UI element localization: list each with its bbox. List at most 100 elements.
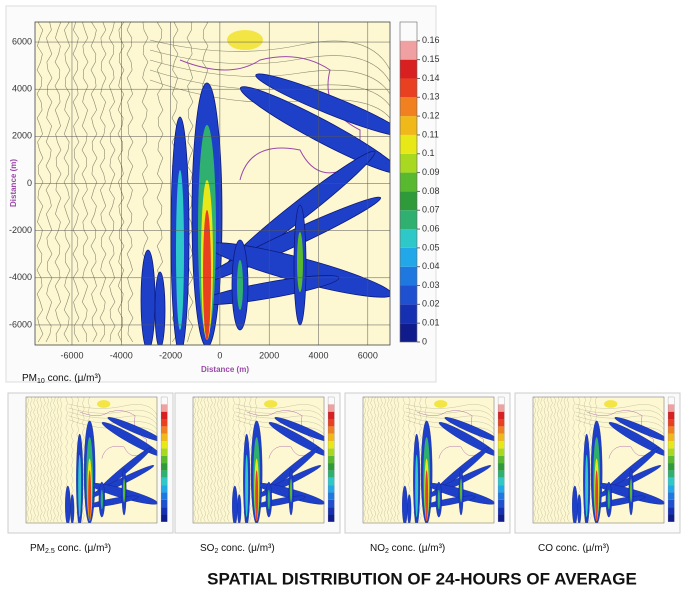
y-tick-label: 2000 xyxy=(12,131,32,141)
colorbar-band xyxy=(400,153,417,173)
plot-frame xyxy=(34,21,391,346)
caption-species: PM xyxy=(22,373,37,384)
contour-line xyxy=(45,22,53,343)
colorbar-tick-label: 0.1 xyxy=(422,148,435,158)
colorbar-tick-label: 0.09 xyxy=(422,167,440,177)
map-art xyxy=(35,22,390,345)
thumbnail-map xyxy=(26,397,167,526)
thumbnail-map xyxy=(363,397,504,526)
x-tick-label: -6000 xyxy=(60,350,83,360)
y-tick-label: -2000 xyxy=(9,225,32,235)
caption: NO2 conc. (μ/m³) xyxy=(370,543,445,556)
y-tick-label: 6000 xyxy=(12,36,32,46)
caption-species: PM xyxy=(30,543,45,554)
y-axis-label: Distance (m) xyxy=(9,159,18,207)
contour-line xyxy=(149,49,390,83)
colorbar-band xyxy=(400,247,417,267)
colorbar-tick-label: 0.13 xyxy=(422,92,440,102)
colorbar-tick-label: 0.15 xyxy=(422,54,440,64)
colorbar-tick-label: 0.06 xyxy=(422,223,440,233)
contour-line xyxy=(117,22,125,343)
map-figure xyxy=(35,21,418,345)
caption-unit: conc. (μ/m³) xyxy=(55,543,111,554)
caption-species: NO xyxy=(370,543,385,554)
thumbnail-map xyxy=(533,397,674,526)
caption: SO2 conc. (μ/m³) xyxy=(200,543,275,556)
caption: PM2.5 conc. (μ/m³) xyxy=(30,543,111,556)
caption-unit: conc. (μ/m³) xyxy=(218,543,274,554)
colorbar-tick-label: 0.05 xyxy=(422,242,440,252)
colorbar-band xyxy=(400,304,417,324)
thumbnail-frame xyxy=(192,396,325,524)
area xyxy=(227,30,263,50)
thumbnail-frame xyxy=(25,396,158,524)
caption: PM10 conc. (μ/m³) xyxy=(22,373,101,386)
y-tick-label: -4000 xyxy=(9,272,32,282)
caption-subscript: 2 xyxy=(214,548,218,555)
y-tick-label: 4000 xyxy=(12,84,32,94)
thumbnail-frame xyxy=(532,396,665,524)
colorbar-band xyxy=(400,78,417,98)
colorbar-band xyxy=(400,116,417,135)
x-tick-label: -4000 xyxy=(110,350,133,360)
caption-species: CO xyxy=(538,543,553,554)
colorbar-band xyxy=(400,285,417,305)
colorbar xyxy=(399,21,418,343)
colorbar-band xyxy=(400,97,417,117)
x-tick-label: 0 xyxy=(217,350,222,360)
caption-unit: conc. (μ/m³) xyxy=(389,543,445,554)
colorbar-tick-label: 0.12 xyxy=(422,110,440,120)
contour-line xyxy=(108,22,116,343)
x-tick-label: -2000 xyxy=(159,350,182,360)
thumbnail-frame xyxy=(362,396,495,524)
contour-line xyxy=(126,22,134,343)
caption-unit: conc. (μ/m³) xyxy=(553,543,609,554)
contour-line xyxy=(90,22,98,343)
caption-species: SO xyxy=(200,543,215,554)
figure-title: SPATIAL DISTRIBUTION OF 24-HOURS OF AVER… xyxy=(207,569,637,588)
axes: 0 0.01 0.02 0.03 0.04 0.05 0.06 0.07 0.08 0.09 0.1… xyxy=(9,21,440,360)
caption-unit: conc. (μ/m³) xyxy=(45,373,101,384)
contour-line xyxy=(149,59,390,95)
x-axis-label: Distance (m) xyxy=(201,365,249,374)
colorbar-band xyxy=(400,59,417,79)
contour-line xyxy=(81,22,89,343)
contour-line xyxy=(72,22,80,343)
contour-line xyxy=(149,39,390,71)
contour-line xyxy=(99,22,107,343)
colorbar-tick-label: 0.16 xyxy=(422,35,440,45)
colorbar-band xyxy=(400,191,417,211)
colorbar-band xyxy=(400,210,417,230)
y-tick-label: 0 xyxy=(27,178,32,188)
colorbar-band xyxy=(400,323,417,342)
contour-line xyxy=(63,22,71,343)
contour-line xyxy=(36,22,44,343)
colorbar-tick-label: 0.14 xyxy=(422,73,440,83)
x-tick-label: 4000 xyxy=(308,350,328,360)
thumbnails xyxy=(7,392,681,534)
thumbnail-map xyxy=(193,397,334,526)
colorbar-tick-label: 0.03 xyxy=(422,280,440,290)
colorbar-tick-label: 0.08 xyxy=(422,186,440,196)
colorbar-tick-label: 0.02 xyxy=(422,299,440,309)
colorbar-tick-label: 0 xyxy=(422,336,427,346)
caption-subscript: 10 xyxy=(37,378,45,385)
colorbar-tick-label: 0.04 xyxy=(422,261,440,271)
caption: CO conc. (μ/m³) xyxy=(538,543,609,554)
colorbar-tick-label: 0.01 xyxy=(422,318,440,328)
colorbar-band xyxy=(400,266,417,286)
colorbar-band xyxy=(400,172,417,192)
colorbar-tick-label: 0.11 xyxy=(422,129,439,139)
caption-subscript: 2.5 xyxy=(45,548,55,555)
captions: PM10 conc. (μ/m³)PM2.5 conc. (μ/m³) SO2 c… xyxy=(22,373,609,556)
contour-line xyxy=(149,79,390,119)
plume-cores xyxy=(176,125,303,340)
x-tick-label: 6000 xyxy=(358,350,378,360)
colorbar-band xyxy=(400,229,417,248)
y-tick-label: -6000 xyxy=(9,319,32,329)
colorbar-frame xyxy=(399,21,418,343)
caption-subscript: 2 xyxy=(385,548,389,555)
colorbar-tick-label: 0.07 xyxy=(422,205,440,215)
x-tick-label: 2000 xyxy=(259,350,279,360)
